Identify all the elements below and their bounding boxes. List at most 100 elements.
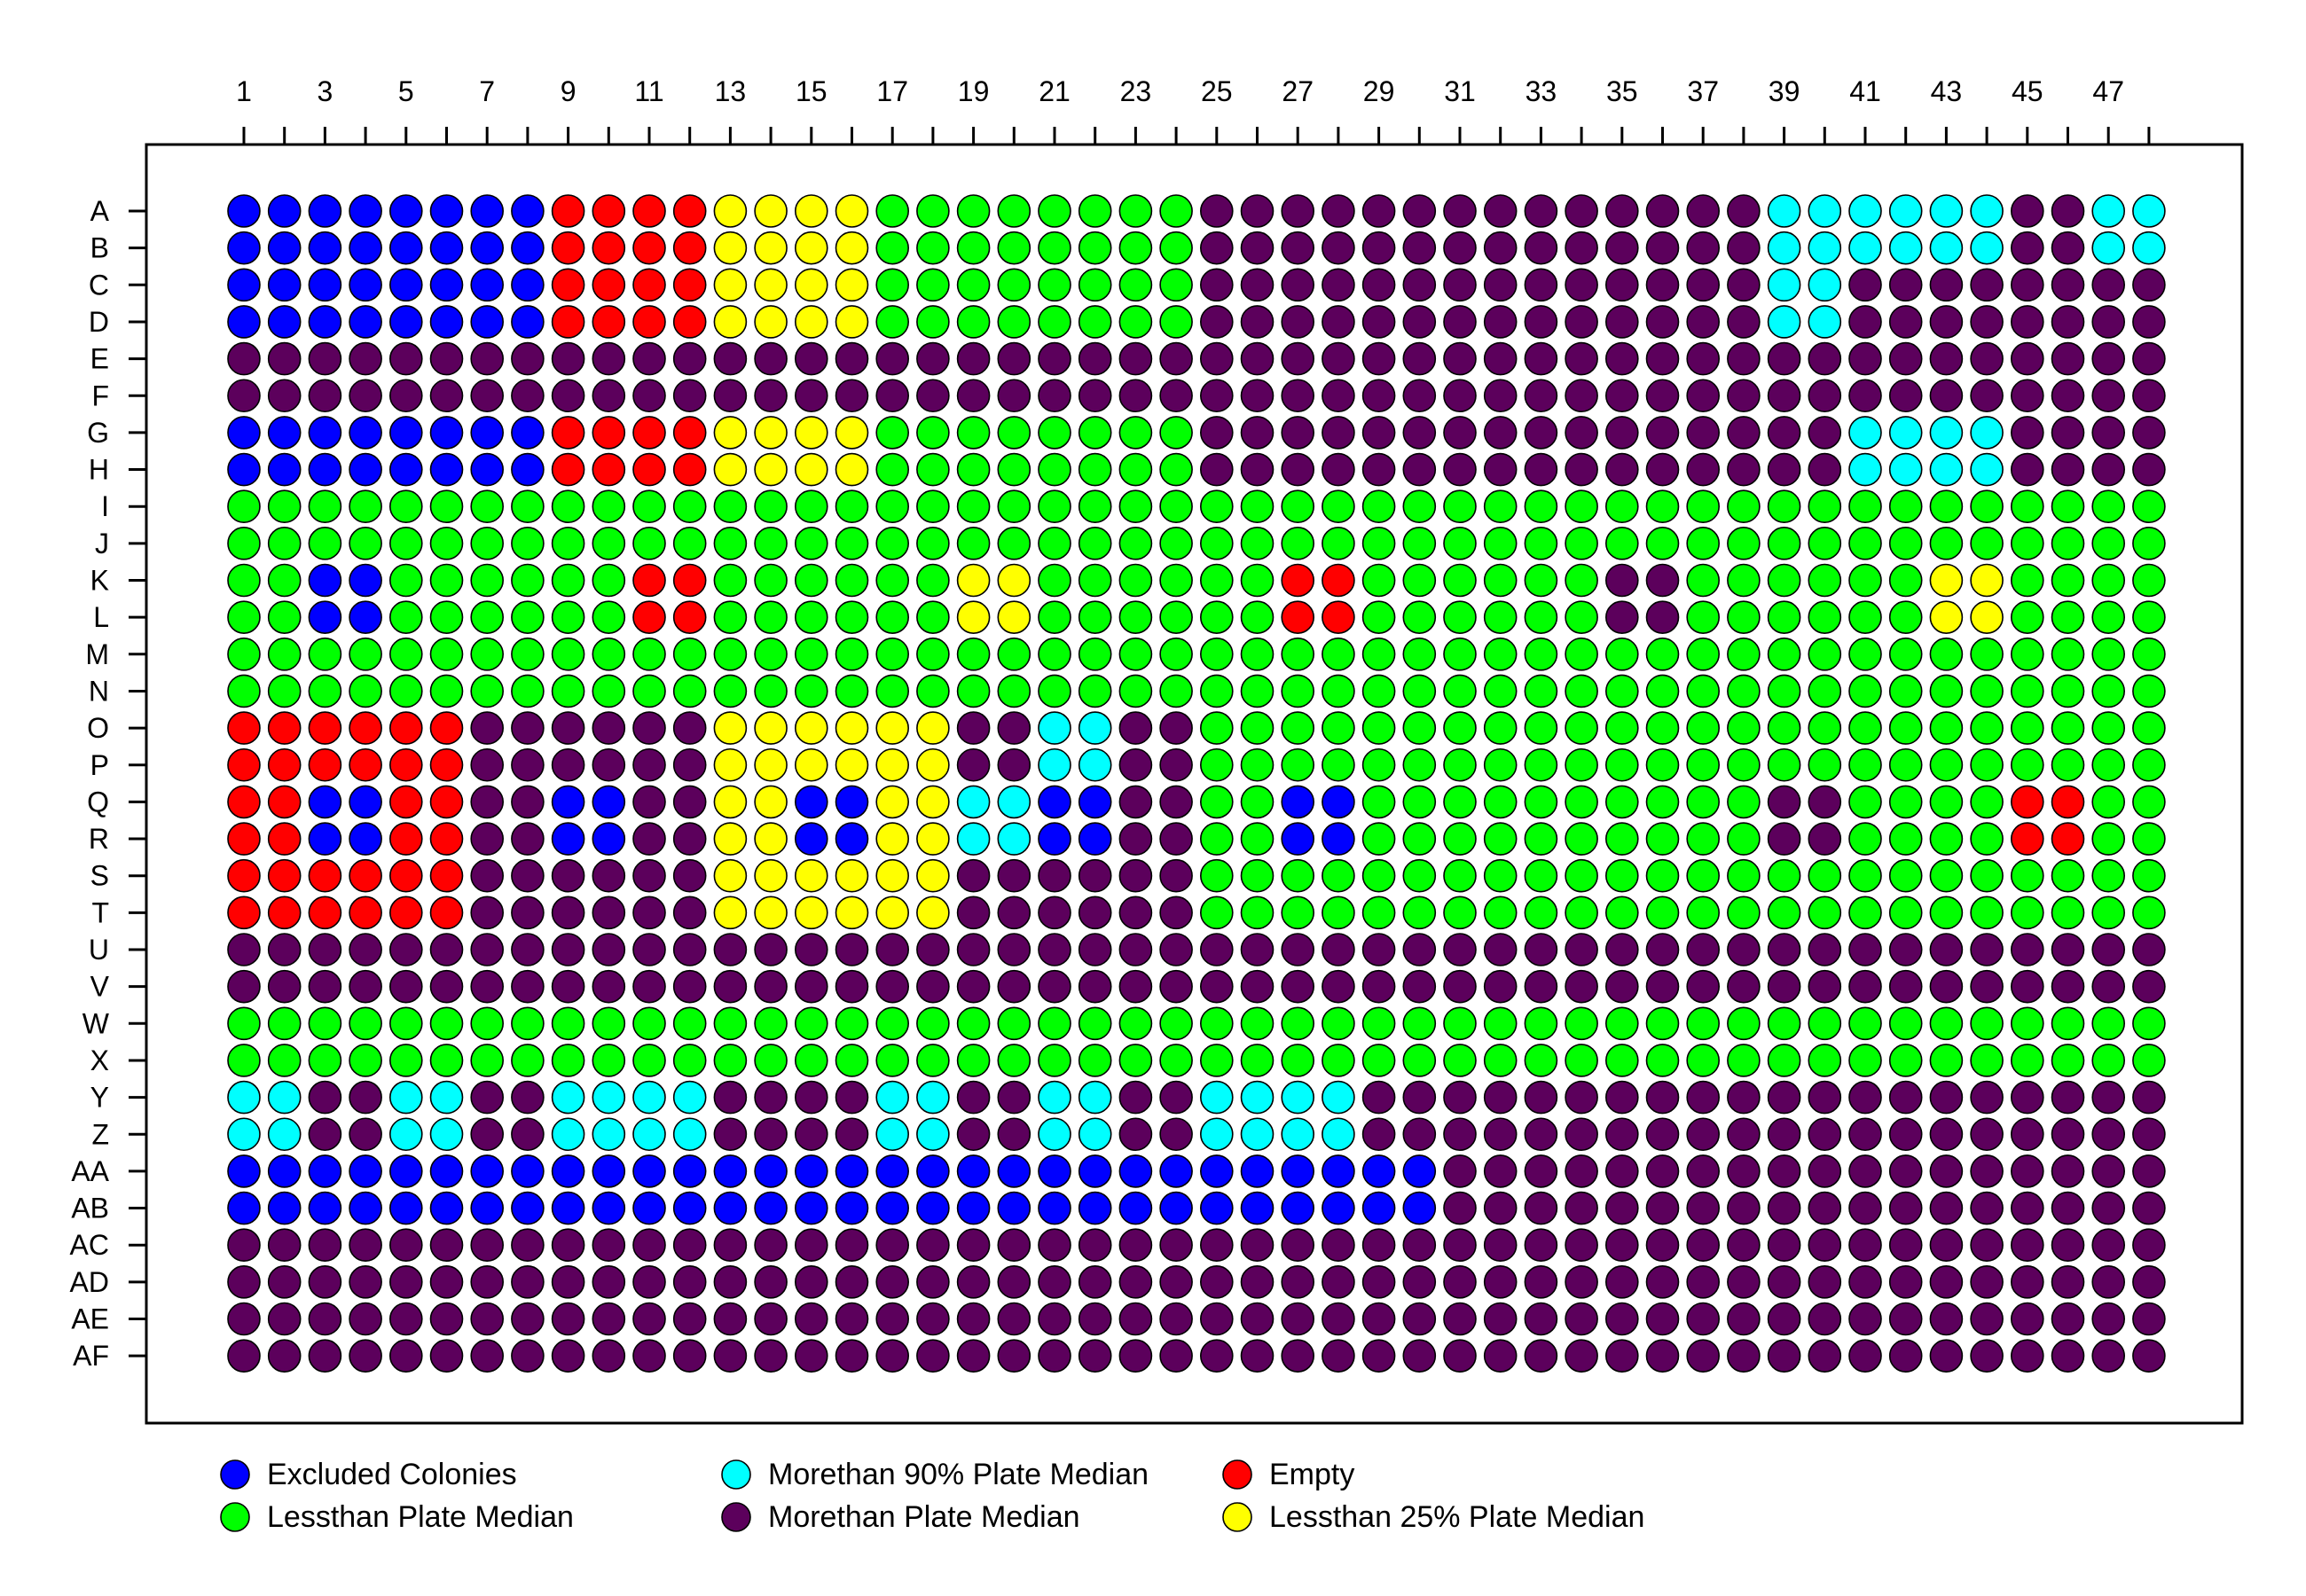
- well-O14: [754, 711, 788, 745]
- well-O34: [1565, 711, 1598, 745]
- well-G27: [1281, 416, 1314, 450]
- well-AC24: [1159, 1228, 1193, 1262]
- well-V18: [916, 969, 950, 1004]
- well-B25: [1200, 231, 1234, 265]
- legend-swatch: [220, 1502, 250, 1532]
- well-E6: [429, 341, 464, 376]
- well-C44: [1970, 268, 2004, 302]
- well-T43: [1929, 896, 1964, 930]
- well-W40: [1808, 1006, 1842, 1041]
- well-B8: [511, 231, 545, 265]
- well-AA8: [511, 1154, 545, 1188]
- well-T47: [2091, 896, 2125, 930]
- well-W46: [2051, 1006, 2085, 1041]
- well-Z5: [388, 1117, 423, 1152]
- well-L37: [1686, 600, 1720, 634]
- well-AF18: [916, 1339, 950, 1373]
- well-K40: [1808, 563, 1842, 598]
- well-B20: [997, 231, 1031, 265]
- well-B38: [1727, 231, 1761, 265]
- well-AD46: [2051, 1265, 2085, 1299]
- well-G48: [2132, 416, 2166, 450]
- well-Z23: [1118, 1117, 1153, 1152]
- well-B19: [956, 231, 991, 265]
- well-AC18: [916, 1228, 950, 1262]
- well-S14: [754, 858, 788, 893]
- well-M9: [551, 637, 585, 671]
- well-O41: [1848, 711, 1882, 745]
- well-A13: [713, 194, 748, 228]
- well-AF8: [511, 1339, 545, 1373]
- well-N25: [1200, 674, 1234, 708]
- well-T40: [1808, 896, 1842, 930]
- y-tick-label: T: [91, 896, 109, 928]
- well-A5: [388, 194, 423, 228]
- well-AA6: [429, 1154, 464, 1188]
- well-AC8: [511, 1228, 545, 1262]
- well-W34: [1565, 1006, 1598, 1041]
- well-C8: [511, 268, 545, 302]
- well-AD43: [1929, 1265, 1964, 1299]
- well-AA34: [1565, 1154, 1598, 1188]
- well-P35: [1605, 747, 1639, 782]
- well-Z40: [1808, 1117, 1842, 1152]
- well-Q3: [308, 785, 342, 819]
- well-U25: [1200, 933, 1234, 966]
- well-Z7: [470, 1117, 505, 1152]
- well-Q35: [1605, 785, 1639, 819]
- well-L20: [997, 600, 1031, 634]
- well-B13: [713, 231, 748, 265]
- y-tick-label: N: [89, 675, 109, 707]
- well-AC26: [1240, 1228, 1275, 1262]
- well-M7: [470, 637, 505, 671]
- well-C32: [1483, 268, 1518, 302]
- well-AA2: [267, 1154, 302, 1188]
- well-U29: [1361, 933, 1396, 966]
- well-H3: [308, 452, 342, 487]
- well-S5: [388, 858, 423, 893]
- well-H42: [1888, 452, 1923, 487]
- well-G11: [632, 416, 666, 450]
- well-W5: [388, 1006, 423, 1041]
- well-R43: [1929, 822, 1964, 856]
- well-AA27: [1281, 1154, 1314, 1188]
- well-X24: [1159, 1044, 1193, 1077]
- well-P8: [511, 747, 545, 782]
- well-J15: [794, 527, 828, 560]
- well-S34: [1565, 858, 1598, 893]
- legend-swatch: [721, 1459, 751, 1490]
- well-P20: [997, 747, 1031, 782]
- well-Q15: [794, 785, 828, 819]
- well-AB3: [308, 1191, 342, 1225]
- well-P22: [1078, 747, 1112, 782]
- well-G26: [1240, 416, 1275, 450]
- well-Y18: [916, 1080, 950, 1115]
- well-AA39: [1767, 1154, 1801, 1188]
- well-AD33: [1524, 1265, 1558, 1299]
- well-AA4: [349, 1154, 382, 1188]
- well-B18: [916, 231, 950, 265]
- well-P9: [551, 747, 585, 782]
- well-T12: [672, 896, 707, 930]
- well-U42: [1888, 933, 1923, 966]
- well-T17: [875, 896, 910, 930]
- well-N18: [916, 674, 950, 708]
- well-AA14: [754, 1154, 788, 1188]
- well-F17: [875, 379, 910, 413]
- well-U30: [1402, 933, 1437, 966]
- well-W30: [1402, 1006, 1437, 1041]
- well-N45: [2011, 674, 2044, 708]
- x-tick-label: 33: [1526, 75, 1557, 107]
- well-AB13: [713, 1191, 748, 1225]
- well-L40: [1808, 600, 1842, 634]
- well-E21: [1038, 341, 1071, 376]
- well-U38: [1727, 933, 1761, 966]
- well-W18: [916, 1006, 950, 1041]
- well-Z28: [1322, 1117, 1355, 1152]
- well-P13: [713, 747, 748, 782]
- legend-label: Morethan Plate Median: [768, 1500, 1080, 1534]
- well-D33: [1524, 305, 1558, 339]
- well-D38: [1727, 305, 1761, 339]
- well-D48: [2132, 305, 2166, 339]
- well-J28: [1322, 527, 1355, 560]
